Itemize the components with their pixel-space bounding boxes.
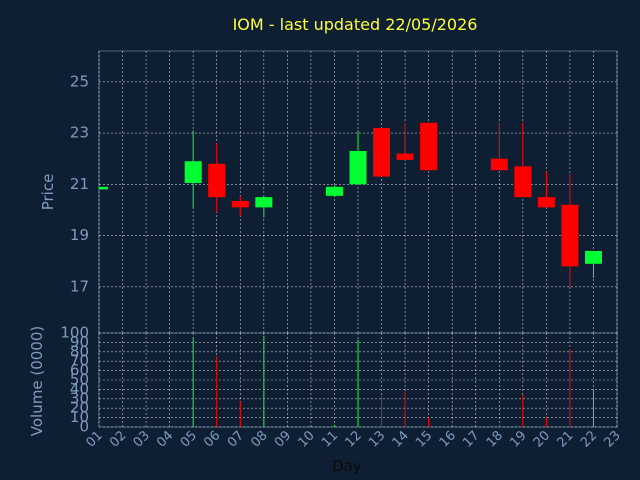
x-tick-label: 06 [201, 428, 223, 450]
candle [373, 127, 391, 177]
candle-body [325, 186, 343, 196]
candle-body [537, 197, 555, 208]
x-tick-label: 17 [460, 428, 482, 450]
candle-body [184, 161, 202, 184]
x-tick-label: 23 [602, 428, 624, 450]
volume-tick-label: 70 [70, 352, 89, 370]
x-tick-label: 10 [295, 428, 317, 450]
x-tick-label: 16 [437, 428, 459, 450]
candle-body [373, 127, 391, 177]
x-tick-label: 05 [178, 428, 200, 450]
candle-body [584, 250, 602, 264]
volume-tick-label: 40 [70, 380, 89, 398]
x-tick-label: 21 [554, 428, 576, 450]
x-tick-label: 15 [413, 428, 435, 450]
volume-tick-label: 100 [60, 324, 89, 342]
x-tick-label: 02 [107, 428, 129, 450]
volume-tick-label: 60 [70, 361, 89, 379]
volume-bars [98, 335, 594, 427]
candle [325, 185, 343, 198]
candle-body [208, 163, 226, 198]
price-tick-label: 23 [70, 124, 89, 142]
x-axis-label: Day [332, 457, 362, 475]
x-tick-label: 22 [578, 428, 600, 450]
volume-tick-label: 20 [70, 399, 89, 417]
volume-tick-label: 90 [70, 333, 89, 351]
candle [184, 130, 202, 209]
candle [584, 250, 602, 278]
volume-tick-label: 10 [70, 408, 89, 426]
candles [98, 122, 602, 287]
x-tick-label: 09 [272, 428, 294, 450]
candle [98, 186, 108, 190]
x-tick-label: 03 [131, 428, 153, 450]
volume-tick-label: 0 [79, 418, 89, 436]
price-tick-label: 25 [70, 72, 89, 90]
candle [514, 122, 532, 198]
price-axis-label: Price [39, 174, 57, 211]
volume-tick-label: 30 [70, 389, 89, 407]
volume-axis-label: Volume (0000) [28, 326, 46, 436]
candle [490, 122, 508, 171]
candle-body [514, 166, 532, 198]
chart-title: IOM - last updated 22/05/2026 [233, 15, 478, 34]
candle [420, 122, 438, 171]
candle-body [561, 204, 579, 267]
candle-body [255, 197, 273, 208]
candle-body [231, 200, 249, 208]
x-tick-label: 20 [531, 428, 553, 450]
price-grid [98, 51, 618, 333]
x-tick-label: 14 [390, 428, 412, 450]
volume-tick-label: 80 [70, 342, 89, 360]
candle [396, 122, 414, 160]
candle-body [99, 186, 108, 190]
x-tick-label: 19 [507, 428, 529, 450]
candle [537, 171, 555, 208]
x-tick-label: 08 [248, 428, 270, 450]
volume-tick-label: 50 [70, 371, 89, 389]
x-tick-label: 12 [343, 428, 365, 450]
price-tick-label: 19 [70, 226, 89, 244]
x-tick-label: 13 [366, 428, 388, 450]
price-y-ticks: 17 19 21 23 25 [70, 72, 89, 295]
x-tick-label: 11 [319, 428, 341, 450]
candle-body [396, 153, 414, 160]
candle [208, 143, 226, 213]
price-tick-label: 17 [70, 277, 89, 295]
candle [349, 130, 367, 185]
x-tick-label: 04 [154, 428, 176, 450]
x-ticks: 01 02 03 04 05 06 07 08 09 10 11 12 13 14 15 16 17 18 19 20… [84, 428, 624, 450]
candle-body [490, 158, 508, 171]
candle [231, 195, 249, 217]
candle-body [349, 150, 367, 185]
candle [561, 174, 579, 287]
price-tick-label: 21 [70, 175, 89, 193]
x-tick-label: 18 [484, 428, 506, 450]
candle-body [420, 122, 438, 171]
x-tick-label: 07 [225, 428, 247, 450]
candle [255, 195, 273, 218]
